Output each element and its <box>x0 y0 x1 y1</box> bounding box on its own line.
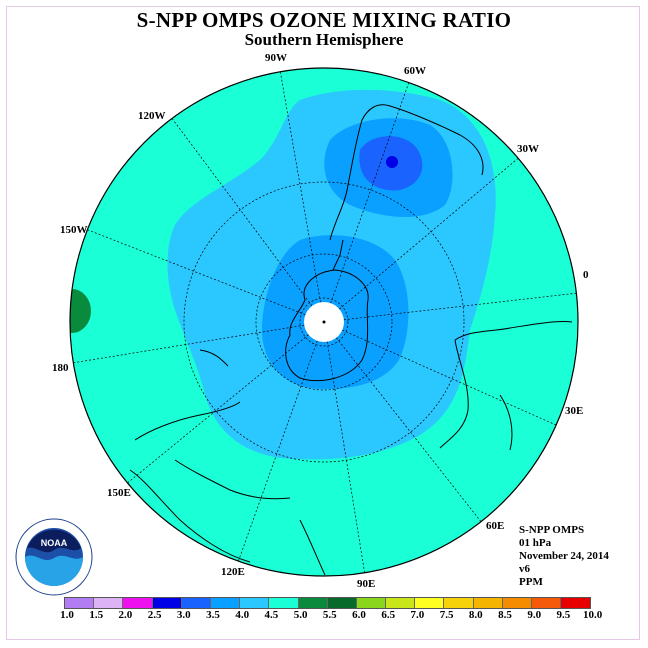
info-version: v6 <box>519 563 530 575</box>
colorbar-swatch <box>327 598 357 608</box>
lon-label-180: 180 <box>52 362 69 374</box>
colorbar-ticks: 1.0 1.5 2.0 2.5 3.0 3.5 4.0 4.5 5.0 5.5 6.0 6.5 7.0 7… <box>60 609 602 623</box>
colorbar-swatch <box>65 598 95 608</box>
info-units: PPM <box>519 576 543 588</box>
info-instrument: S-NPP OMPS <box>519 524 585 536</box>
lon-label-30e: 30E <box>565 405 583 417</box>
lon-label-150e: 150E <box>107 487 131 499</box>
info-pressure-level: 01 hPa <box>519 537 552 549</box>
lon-label-0: 0 <box>583 269 589 281</box>
colorbar-swatch <box>415 598 445 608</box>
contour-5.0-5.5 <box>70 289 91 333</box>
coastlines <box>129 104 573 576</box>
colorbar-tick-label: 5.5 <box>322 609 337 621</box>
colorbar-swatch <box>210 598 241 608</box>
sub-title: Southern Hemisphere <box>244 30 404 49</box>
lon-label-60w: 60W <box>404 65 426 77</box>
colorbar <box>64 597 592 609</box>
lon-label-90w: 90W <box>265 52 287 64</box>
colorbar-swatch <box>181 598 211 608</box>
colorbar-tick-label: 3.5 <box>206 609 220 621</box>
info-block: S-NPP OMPS 01 hPa November 24, 2014 v6 P… <box>519 524 609 589</box>
colorbar-tick-label: 2.5 <box>147 609 162 621</box>
colorbar-tick-label: 1.5 <box>89 609 104 621</box>
lon-label-30w: 30W <box>517 143 539 155</box>
colorbar-tick-label: 6.5 <box>381 609 396 621</box>
colorbar-swatch <box>473 598 503 608</box>
colorbar-tick-label: 8.5 <box>498 609 512 621</box>
meridians <box>71 69 578 576</box>
noaa-logo: NOAA <box>15 518 93 596</box>
svg-text:NOAA: NOAA <box>41 538 68 548</box>
latitude-rings <box>183 181 465 463</box>
colorbar-swatch <box>94 598 124 608</box>
map-boundary <box>69 67 579 577</box>
colorbar-swatch <box>123 598 153 608</box>
colorbar-swatch <box>269 598 299 608</box>
colorbar-swatch <box>298 598 328 608</box>
colorbar-tick-label: 9.0 <box>527 609 542 621</box>
colorbar-tick-label: 9.5 <box>556 609 571 621</box>
colorbar-swatch <box>386 598 416 608</box>
colorbar-swatch <box>152 598 182 608</box>
colorbar-tick-label: 1.0 <box>60 609 74 621</box>
colorbar-tick-label: 6.0 <box>352 609 366 621</box>
plot-frame <box>6 6 640 640</box>
lon-label-90e: 90E <box>357 578 375 590</box>
colorbar-swatch <box>444 598 474 608</box>
colorbar-tick-label: 5.0 <box>293 609 308 621</box>
colorbar-tick-label: 3.0 <box>176 609 191 621</box>
colorbar-tick-label: 7.5 <box>439 609 454 621</box>
lon-label-150w: 150W <box>60 224 88 236</box>
colorbar-tick-label: 7.0 <box>410 609 425 621</box>
colorbar-swatch <box>532 598 562 608</box>
colorbar-tick-label: 4.5 <box>264 609 279 621</box>
lon-label-60e: 60E <box>486 520 504 532</box>
lon-label-120w: 120W <box>138 110 166 122</box>
colorbar-swatch <box>356 598 387 608</box>
lon-label-120e: 120E <box>221 566 245 578</box>
info-date: November 24, 2014 <box>519 550 609 562</box>
colorbar-swatch <box>561 598 591 608</box>
colorbar-tick-label: 8.0 <box>468 609 483 621</box>
colorbar-tick-label: 10.0 <box>582 609 603 621</box>
colorbar-tick-label: 2.0 <box>118 609 133 621</box>
contour-2.5-3.0 <box>386 156 398 168</box>
colorbar-swatch <box>502 598 532 608</box>
colorbar-swatch <box>240 598 270 608</box>
colorbar-tick-label: 4.0 <box>235 609 250 621</box>
main-title: S-NPP OMPS OZONE MIXING RATIO <box>136 8 512 32</box>
